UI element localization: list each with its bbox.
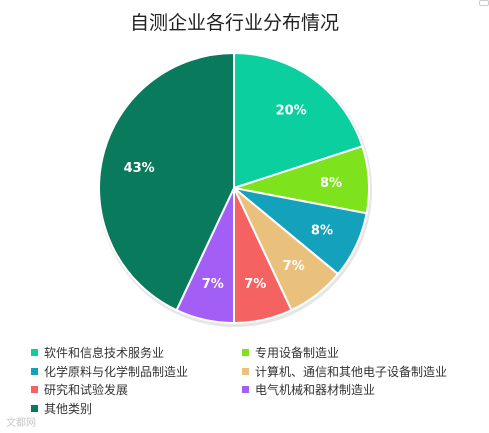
chart-title: 自测企业各行业分布情况 — [129, 12, 339, 34]
legend-item: 计算机、通信和其他电子设备制造业 — [242, 363, 447, 380]
legend-item: 其他类别 — [31, 400, 92, 417]
watermark: 文都网 — [6, 418, 36, 429]
legend-item: 电气机械和器材制造业 — [242, 381, 375, 398]
legend-swatch — [31, 404, 38, 412]
legend-label: 电气机械和器材制造业 — [255, 383, 376, 397]
slice-label: 8% — [311, 223, 333, 238]
pie-slice — [233, 51, 364, 190]
slice-label: 7% — [202, 277, 224, 292]
legend-item: 研究和试验发展 — [31, 381, 128, 398]
legend-label: 计算机、通信和其他电子设备制造业 — [255, 364, 448, 379]
slice-label: 43% — [124, 161, 155, 176]
legend-label: 专用设备制造业 — [255, 346, 340, 360]
legend-swatch — [242, 386, 249, 393]
slice-label: 7% — [283, 259, 305, 274]
slice-label: 8% — [320, 176, 342, 191]
legend-item: 专用设备制造业 — [242, 344, 339, 361]
legend-swatch — [31, 367, 38, 375]
legend-label: 研究和试验发展 — [44, 383, 129, 397]
legend-swatch — [31, 349, 38, 356]
legend-swatch — [242, 367, 249, 375]
legend-label: 化学原料与化学制品制造业 — [44, 364, 189, 379]
legend-swatch — [31, 386, 38, 393]
legend-label: 软件和信息技术服务业 — [44, 346, 165, 360]
slice-label: 20% — [276, 103, 307, 118]
legend-item: 化学原料与化学制品制造业 — [31, 363, 188, 380]
pie-slice — [98, 51, 235, 312]
legend-label: 其他类别 — [44, 401, 93, 416]
legend-swatch — [242, 349, 249, 356]
legend-item: 软件和信息技术服务业 — [31, 344, 164, 361]
slice-label: 7% — [244, 277, 266, 292]
pie-chart: 20% 8% 8% 7% 7% 7% 43% — [98, 51, 372, 327]
corner-window-icon — [479, 0, 489, 6]
